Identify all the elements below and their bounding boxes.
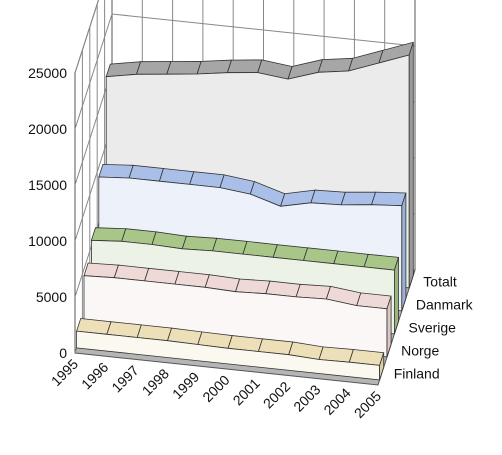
ribbon-end-cap: [401, 192, 407, 312]
ribbon-top-segment: [310, 189, 346, 206]
ribbon-top-segment: [98, 163, 134, 179]
y-gridline: [74, 0, 100, 74]
ribbon-end-cap: [393, 257, 399, 335]
ribbon-top-segment: [226, 59, 263, 74]
ribbon-top-segment: [196, 59, 233, 75]
series-label: Norge: [401, 343, 439, 359]
y-tick-label: 0: [59, 345, 67, 361]
y-tick-label: 10000: [28, 233, 67, 249]
ribbon-top-segment: [181, 235, 218, 252]
series-label: Sverige: [409, 320, 457, 336]
ribbon-top-segment: [166, 60, 202, 75]
y-tick-label: 25000: [28, 65, 67, 81]
ribbon-end-cap: [386, 295, 392, 358]
x-tick-label: 1997: [108, 362, 141, 395]
x-tick-label: 1999: [169, 368, 202, 401]
y-tick-label: 15000: [28, 177, 67, 193]
ribbon-top-segment: [340, 191, 377, 206]
x-tick-label: 2005: [351, 388, 384, 421]
x-tick-label: 2000: [199, 372, 232, 405]
ribbon-top-segment: [90, 227, 127, 242]
y-tick-label: 5000: [36, 289, 67, 305]
series-label: Finland: [394, 366, 440, 382]
ribbon-end-cap: [379, 352, 385, 381]
series-ribbon: [83, 262, 392, 358]
x-tick-label: 1996: [78, 359, 111, 392]
x-tick-label: 2003: [290, 381, 323, 414]
x-tick-label: 1995: [48, 356, 81, 389]
chart-ribbons: [76, 41, 414, 381]
series-label: Totalt: [423, 274, 457, 290]
y-tick-label: 20000: [28, 121, 67, 137]
x-tick-label: 2002: [260, 378, 293, 411]
ribbon-top-segment: [83, 262, 119, 279]
x-tick-label: 1998: [139, 365, 172, 398]
ribbon-top-segment: [135, 61, 172, 75]
series-label: Danmark: [416, 297, 474, 313]
ribbon-top-segment: [317, 57, 354, 73]
series-ribbon: [76, 318, 385, 381]
y-gridline: [74, 13, 416, 130]
ribbon-top-segment: [295, 283, 332, 300]
ribbon-end-cap: [408, 42, 414, 289]
x-tick-label: 2004: [320, 384, 353, 417]
ribbon-top-segment: [370, 191, 407, 207]
x-tick-label: 2001: [230, 375, 263, 408]
ribbon-top-segment: [234, 278, 271, 295]
